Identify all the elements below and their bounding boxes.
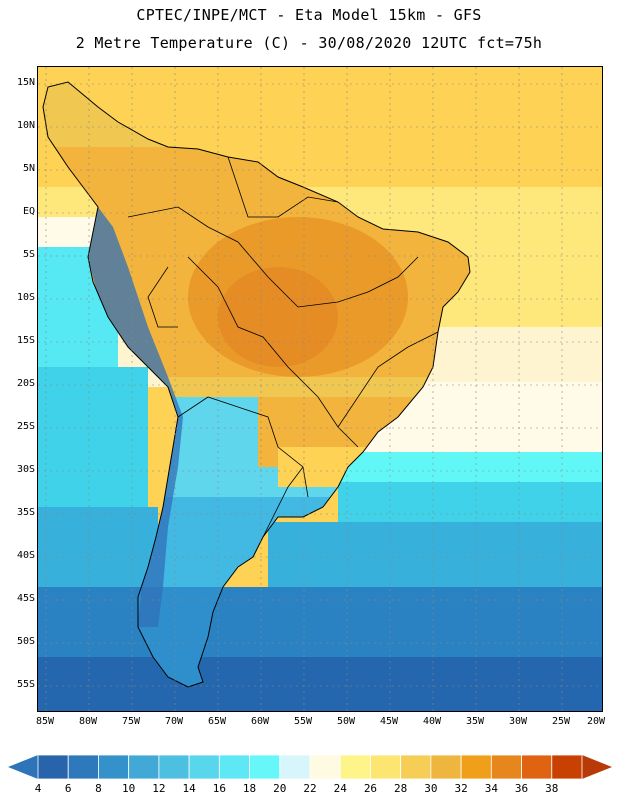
- legend-swatch: [339, 754, 371, 780]
- legend-swatch: [460, 754, 492, 780]
- legend-tick-label: 22: [303, 782, 317, 795]
- lon-label: 20W: [586, 716, 606, 727]
- legend-swatch: [37, 754, 69, 780]
- lon-label: 85W: [35, 716, 55, 727]
- legend-tick-label: 10: [122, 782, 136, 795]
- lon-label: 30W: [508, 716, 528, 727]
- lon-label: 45W: [379, 716, 399, 727]
- map-title: CPTEC/INPE/MCT - Eta Model 15km - GFS: [136, 6, 482, 24]
- lon-label: 60W: [250, 716, 270, 727]
- legend-tick-label: 28: [394, 782, 408, 795]
- lon-label: 75W: [121, 716, 141, 727]
- legend-tick-label: 16: [212, 782, 226, 795]
- graticule: [38, 67, 602, 711]
- lat-label: 15S: [16, 335, 35, 346]
- legend-tick-label: 6: [64, 782, 72, 795]
- legend-swatch: [551, 754, 583, 780]
- legend-tick-label: 4: [34, 782, 42, 795]
- legend-tick-label: 12: [152, 782, 166, 795]
- legend-swatch: [309, 754, 341, 780]
- legend-swatch: [128, 754, 160, 780]
- legend-tick-label: 20: [273, 782, 287, 795]
- legend-swatch: [490, 754, 522, 780]
- legend-tick-label: 38: [545, 782, 559, 795]
- lat-label: 10N: [16, 120, 35, 131]
- lat-label: 30S: [16, 464, 35, 475]
- legend-tick-label: 32: [454, 782, 468, 795]
- legend-tick-label: 24: [333, 782, 347, 795]
- lat-label: 5N: [22, 163, 35, 174]
- legend-tick-label: 34: [484, 782, 498, 795]
- lat-label: 35S: [16, 507, 35, 518]
- legend-tick-label: 18: [242, 782, 257, 795]
- lat-label: 20S: [16, 378, 35, 389]
- legend-tick-label: 30: [424, 782, 438, 795]
- legend-tick-label: 14: [182, 782, 196, 795]
- legend-arrow-low: [8, 755, 38, 779]
- country-borders: [127, 156, 439, 538]
- color-legend: [8, 754, 612, 780]
- legend-swatch: [67, 754, 99, 780]
- legend-swatch: [188, 754, 220, 780]
- legend-swatch: [400, 754, 432, 780]
- lat-label: 40S: [16, 550, 35, 561]
- legend-arrow-high: [582, 755, 612, 779]
- lat-label: EQ: [22, 206, 35, 217]
- lat-label: 45S: [16, 593, 35, 604]
- map-subtitle: 2 Metre Temperature (C) - 30/08/2020 12U…: [75, 34, 543, 52]
- lat-label: 55S: [16, 679, 35, 690]
- legend-swatch: [98, 754, 130, 780]
- temperature-map: [37, 66, 603, 712]
- legend-swatch: [249, 754, 281, 780]
- lon-label: 55W: [293, 716, 313, 727]
- legend-swatch: [158, 754, 190, 780]
- lon-label: 70W: [164, 716, 184, 727]
- map-canvas: [38, 67, 602, 711]
- lat-label: 5S: [22, 249, 35, 260]
- ocean-band: [38, 367, 148, 527]
- lon-label: 65W: [207, 716, 227, 727]
- ocean-band: [338, 482, 602, 527]
- legend-swatch: [521, 754, 553, 780]
- lat-label: 15N: [16, 77, 35, 88]
- ocean-band: [38, 657, 602, 711]
- lon-label: 40W: [422, 716, 442, 727]
- lon-label: 25W: [551, 716, 571, 727]
- legend-swatch: [279, 754, 311, 780]
- lon-label: 50W: [336, 716, 356, 727]
- lon-label: 35W: [465, 716, 485, 727]
- ocean-band: [338, 452, 602, 487]
- lat-label: 50S: [16, 636, 35, 647]
- legend-swatch: [218, 754, 250, 780]
- legend-tick-label: 8: [95, 782, 102, 795]
- lat-label: 10S: [16, 292, 35, 303]
- legend-tick-label: 26: [363, 782, 378, 795]
- lat-label: 25S: [16, 421, 35, 432]
- lon-label: 80W: [78, 716, 98, 727]
- legend-swatch: [430, 754, 462, 780]
- legend-tick-label: 36: [514, 782, 529, 795]
- legend-swatch: [370, 754, 402, 780]
